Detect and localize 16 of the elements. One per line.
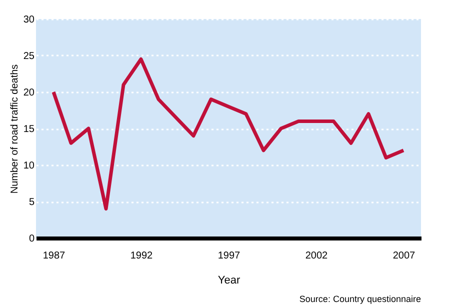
y-tick-label: 30 <box>23 14 35 26</box>
y-tick-label: 20 <box>23 88 35 98</box>
y-tick-label: 15 <box>23 124 35 135</box>
line-series <box>52 57 406 211</box>
x-tick-label: 1992 <box>130 250 154 262</box>
y-tick-label: 5 <box>28 197 35 208</box>
y-tick-label: 0 <box>28 234 35 244</box>
x-axis-title: Year <box>218 274 240 286</box>
x-tick-label: 1997 <box>218 250 241 262</box>
y-axis-title: Number of road traffic deaths <box>9 64 20 194</box>
x-tick-label: 2007 <box>392 250 416 262</box>
y-tick-label: 25 <box>23 51 35 62</box>
y-tick-label: 10 <box>23 160 35 172</box>
source-note: Source: Country questionnaire <box>299 294 421 304</box>
x-tick-label: 1987 <box>42 250 66 262</box>
x-tick-label: 2002 <box>305 250 328 262</box>
